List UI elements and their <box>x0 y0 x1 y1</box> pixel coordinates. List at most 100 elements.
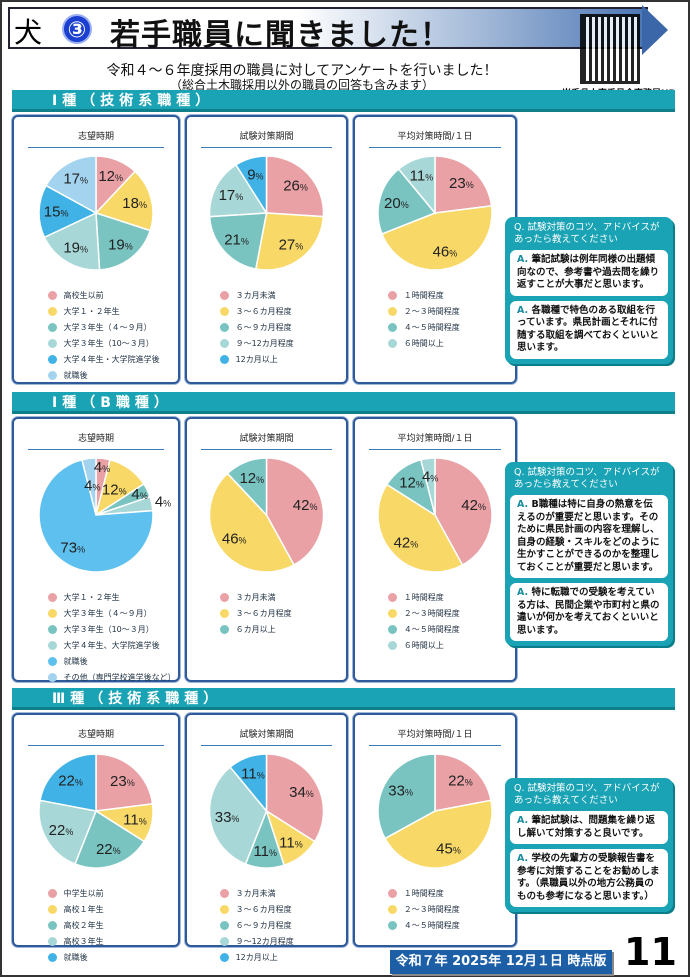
pie-slice <box>434 753 492 812</box>
pie-chart: 12% 18% 19% 19% 15% 17% <box>38 155 154 271</box>
legend-dot-icon <box>387 888 397 898</box>
divider <box>369 147 501 148</box>
data-label: 26% <box>283 178 308 195</box>
legend-label: 大学１・２年生 <box>63 592 120 602</box>
legend-dot-icon <box>387 920 397 930</box>
data-label: 21% <box>224 231 249 248</box>
question: Q. 試験対策のコツ、アドバイスがあったら教えてください <box>514 222 660 245</box>
legend-label: ２～３時間程度 <box>403 608 460 618</box>
divider <box>369 449 501 450</box>
answer: A. 特に転職での受験を考えている方は、民間企業や市町村と県の違いが何かを考えて… <box>510 583 668 641</box>
legend-dot-icon <box>47 640 57 650</box>
legend-item: １時間程度 <box>387 885 460 901</box>
legend-label: ４～５時間程度 <box>403 624 460 634</box>
data-label: 19% <box>63 239 88 256</box>
legend-item: ９～12カ月程度 <box>219 335 294 351</box>
data-label: 42% <box>394 534 419 551</box>
chart-title: 志望時期 <box>77 132 114 142</box>
pie-slice <box>434 155 493 214</box>
answer-text: 筆記試験は、問題集を繰り返し解いて対策すると良いです。 <box>517 815 655 839</box>
data-label: 11% <box>279 835 303 852</box>
legend-dot-icon <box>47 904 57 914</box>
legend-item: １時間程度 <box>387 589 460 605</box>
pie-slice <box>234 155 268 216</box>
pie-slice <box>419 457 436 516</box>
data-label: 22% <box>448 772 473 789</box>
page-title: 若手職員に聞きました！ <box>110 18 451 53</box>
legend: １時間程度 ２～３時間程度 ４～５時間程度 ６時間以上 <box>387 287 460 351</box>
legend-dot-icon <box>47 672 57 682</box>
legend-item: １時間程度 <box>387 287 460 303</box>
data-label: 4% <box>155 493 171 510</box>
answer-text: 学校の先輩方の受験報告書を参考に対策することをお勧めします。（県職員以外の地方公… <box>517 853 660 902</box>
pie-slice <box>254 212 325 271</box>
pie-slice <box>208 212 268 270</box>
chart-title: 試験対策期間 <box>239 132 294 142</box>
data-label: 12% <box>239 470 264 487</box>
data-label: 20% <box>384 195 409 212</box>
legend-label: 就職後 <box>63 656 88 666</box>
question: Q. 試験対策のコツ、アドバイスがあったら教えてください <box>514 467 660 490</box>
pie-slice <box>377 483 464 573</box>
legend-item: 高校２年生 <box>47 917 104 933</box>
answer: A. B職種は特に自身の熱意を伝えるのが重要だと思います。そのために県民計画の内… <box>510 495 668 578</box>
legend-label: 大学３年生（10～３月） <box>63 624 154 634</box>
legend-label: 大学３年生（４～９月） <box>63 608 152 618</box>
legend-label: ３～６カ月程度 <box>235 904 292 914</box>
date-badge: 令和７年 2025年 12月１日 時点版 <box>390 950 612 974</box>
legend-dot-icon <box>387 306 397 316</box>
pie-slice <box>95 753 154 812</box>
legend-dot-icon <box>47 338 57 348</box>
pie-slice <box>434 457 493 566</box>
legend-label: １時間程度 <box>403 290 444 300</box>
pie-slice <box>377 753 436 840</box>
legend-item: ６時間以上 <box>387 637 460 653</box>
legend: 高校生以前 大学１・２年生 大学３年生（４～９月） 大学３年生（10～３月） 大学４年生… <box>47 287 160 383</box>
legend-dot-icon <box>219 290 229 300</box>
legend-item: ３～６カ月程度 <box>219 303 294 319</box>
data-label: 4% <box>422 469 438 486</box>
legend-item: ３カ月未満 <box>219 885 294 901</box>
section-header: Ⅲ種（技術系職種） <box>12 688 675 710</box>
legend-item: ２～３時間程度 <box>387 303 460 319</box>
data-label: 12% <box>102 482 127 499</box>
legend-label: ６時間以上 <box>403 640 444 650</box>
legend-label: ６時間以上 <box>403 338 444 348</box>
legend-item: ９～12カ月程度 <box>219 933 294 949</box>
legend-label: 高校３年生 <box>63 936 104 946</box>
chart-title: 平均対策時間/１日 <box>397 132 473 142</box>
pie-slice <box>81 457 97 516</box>
answer-prefix: A. <box>517 304 529 316</box>
legend-item: 高校生以前 <box>47 287 160 303</box>
data-label: 23% <box>110 773 135 790</box>
legend: ３カ月未満 ３～６カ月程度 ６～９カ月程度 ９～12カ月程度 12カ月以上 <box>219 287 294 367</box>
data-label: 12% <box>399 475 424 492</box>
legend: 大学１・２年生大学３年生（４～９月） 大学３年生（10～３月） 大学４年生、大学院進… <box>47 589 176 685</box>
chart-title: 試験対策期間 <box>239 434 294 444</box>
legend-label: 就職後 <box>63 370 88 380</box>
pie-slice <box>208 472 295 573</box>
qr-code[interactable] <box>580 14 640 84</box>
legend-item: 大学１・２年生 <box>47 303 160 319</box>
pie-slice <box>39 753 97 812</box>
pie-slice <box>74 809 146 869</box>
data-label: 46% <box>433 244 458 261</box>
pie-chart: 23%11%22%22%22% <box>38 753 154 869</box>
answer-text: B職種は特に自身の熱意を伝えるのが重要だと思います。そのために県民計画の内容を理… <box>517 499 660 573</box>
legend-dot-icon <box>47 952 57 962</box>
chart-panel: 志望時期 23% 11% 22% 22% 22% 中学生以前 高校１年生 高校２年生 高校３年生就… <box>12 713 180 962</box>
legend-item: 高校３年生 <box>47 933 104 949</box>
pie-slice <box>38 458 154 573</box>
legend-label: 12カ月以上 <box>235 354 278 364</box>
data-label: 22% <box>49 822 74 839</box>
legend-item: ４～５時間程度 <box>387 319 460 335</box>
legend-label: １時間程度 <box>403 592 444 602</box>
legend-label: ４～５時間程度 <box>403 920 460 930</box>
legend-dot-icon <box>47 888 57 898</box>
legend-label: 大学４年生、大学院進学後 <box>63 640 160 650</box>
legend-dot-icon <box>219 322 229 332</box>
data-label: 33% <box>388 783 413 800</box>
legend-item: ３～６カ月程度 <box>219 605 292 621</box>
legend-label: 大学１・２年生 <box>63 306 120 316</box>
pie-chart: 42% 46% 12% <box>208 457 325 573</box>
